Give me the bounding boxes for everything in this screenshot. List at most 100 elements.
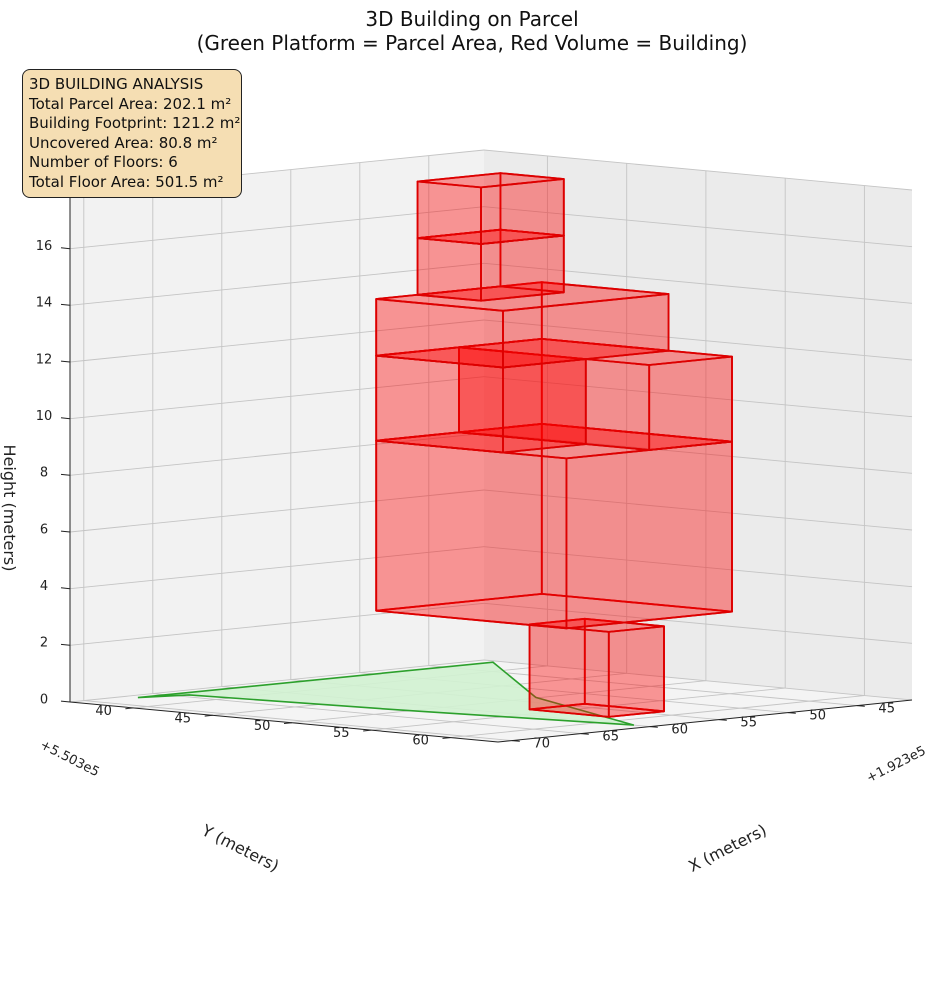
y-tick-label: 50	[809, 708, 826, 723]
building-face-front-y	[416, 237, 482, 302]
grid-z-right	[483, 602, 913, 644]
grid-z-right	[483, 206, 913, 248]
parcel-platform	[137, 661, 635, 726]
x-tick-label: 45	[175, 711, 192, 726]
grid-z-right	[483, 489, 913, 531]
info-total-floor-area: Total Floor Area: 501.5 m²	[29, 172, 224, 191]
x-tick-label: 40	[95, 704, 112, 719]
building-block-2	[375, 422, 733, 630]
y-tick	[856, 705, 865, 707]
z-tick-label: 16	[36, 239, 53, 254]
grid-z-right	[483, 659, 913, 701]
z-tick	[60, 587, 71, 590]
grid-z-left	[69, 659, 485, 703]
z-tick-label: 10	[36, 409, 53, 424]
grid-z-right	[483, 546, 913, 588]
z-tick	[60, 417, 71, 420]
building-volume	[375, 172, 733, 718]
z-tick-label: 2	[40, 636, 48, 651]
z-axis-label: Height (meters)	[0, 445, 19, 572]
z-tick	[60, 303, 71, 306]
building-block-6	[416, 228, 565, 302]
building-face-front-x	[480, 234, 565, 302]
x-tick	[204, 714, 213, 717]
axis-lines	[69, 192, 913, 743]
z-tick	[60, 247, 71, 250]
grid-z-right	[483, 149, 913, 191]
building-face-front-x	[565, 440, 733, 630]
info-building-footprint: Building Footprint: 121.2 m²	[29, 114, 241, 132]
info-parcel-area: Total Parcel Area: 202.1 m²	[29, 94, 232, 113]
z-tick	[60, 530, 71, 533]
y-tick-label: 45	[878, 701, 895, 716]
building-block-1	[528, 617, 665, 718]
x-tick-label: 50	[254, 719, 271, 734]
x-axis-line	[69, 701, 499, 743]
parcel-polygon	[137, 661, 635, 726]
building-face-front-x	[607, 625, 665, 718]
grid-z-left	[69, 546, 485, 590]
grid-z-right	[483, 376, 913, 418]
pane-back-left	[70, 150, 484, 702]
building-face-front-y	[416, 180, 482, 245]
y-tick-label: 70	[533, 736, 550, 751]
y-tick-label: 65	[602, 729, 619, 744]
y-tick	[511, 740, 520, 742]
z-tick	[60, 473, 71, 476]
x-tick-label: 60	[412, 734, 429, 749]
z-tick-label: 4	[40, 579, 48, 594]
grid-z-left	[69, 602, 485, 646]
y-tick	[649, 726, 658, 728]
building-face-front-x	[502, 358, 587, 454]
grid-z-left	[69, 319, 485, 363]
y-tick-label: 55	[740, 715, 757, 730]
y-axis-line	[497, 699, 913, 743]
z-tick	[60, 700, 71, 703]
z-tick-label: 8	[40, 466, 48, 481]
building-block-5	[375, 281, 670, 369]
y-offset-label: +5.503e5	[37, 738, 101, 781]
info-title: 3D BUILDING ANALYSIS	[29, 75, 204, 93]
info-number-of-floors: Number of Floors: 6	[29, 153, 178, 171]
building-block-3	[458, 337, 733, 451]
building-analysis-box: 3D BUILDING ANALYSIS Total Parcel Area: …	[22, 69, 242, 198]
grid-y-floor	[152, 693, 581, 735]
grid-y-floor	[83, 700, 512, 742]
y-tick	[718, 719, 727, 721]
grid-z-right	[483, 262, 913, 304]
x-tick	[283, 722, 292, 724]
x-tick	[125, 707, 134, 710]
x-axis-label: X (meters)	[685, 820, 769, 876]
chart-subtitle: (Green Platform = Parcel Area, Red Volum…	[197, 31, 748, 55]
building-face-front-y	[528, 623, 610, 718]
chart-title: 3D Building on Parcel	[365, 7, 578, 31]
y-tick-label: 60	[671, 722, 688, 737]
z-tick-label: 0	[40, 692, 48, 707]
x-tick	[442, 737, 451, 739]
building-face-front-x	[648, 355, 733, 451]
z-tick-label: 6	[40, 522, 48, 537]
info-uncovered-area: Uncovered Area: 80.8 m²	[29, 133, 218, 152]
y-axis-label: Y (meters)	[198, 820, 282, 875]
z-tick	[60, 643, 71, 646]
grid-z-left	[69, 376, 485, 420]
x-tick-label: 55	[333, 726, 350, 741]
y-tick	[580, 733, 589, 735]
building-face-front-y	[375, 354, 504, 454]
grid-x-floor	[450, 695, 865, 739]
grid-z-left	[69, 432, 485, 476]
building-face-top	[416, 172, 565, 189]
x-offset-label: +1.923e5	[864, 744, 928, 787]
z-tick	[60, 360, 71, 363]
building-face-front-y	[375, 439, 568, 630]
grid-z-left	[69, 489, 485, 533]
grid-z-left	[69, 206, 485, 250]
y-tick	[787, 712, 796, 714]
z-tick-label: 14	[36, 296, 53, 311]
building-block-7	[416, 172, 565, 245]
grid-z-right	[483, 432, 913, 474]
grid-z-left	[69, 262, 485, 306]
x-tick	[363, 729, 372, 732]
building-face-front-x	[480, 178, 565, 245]
